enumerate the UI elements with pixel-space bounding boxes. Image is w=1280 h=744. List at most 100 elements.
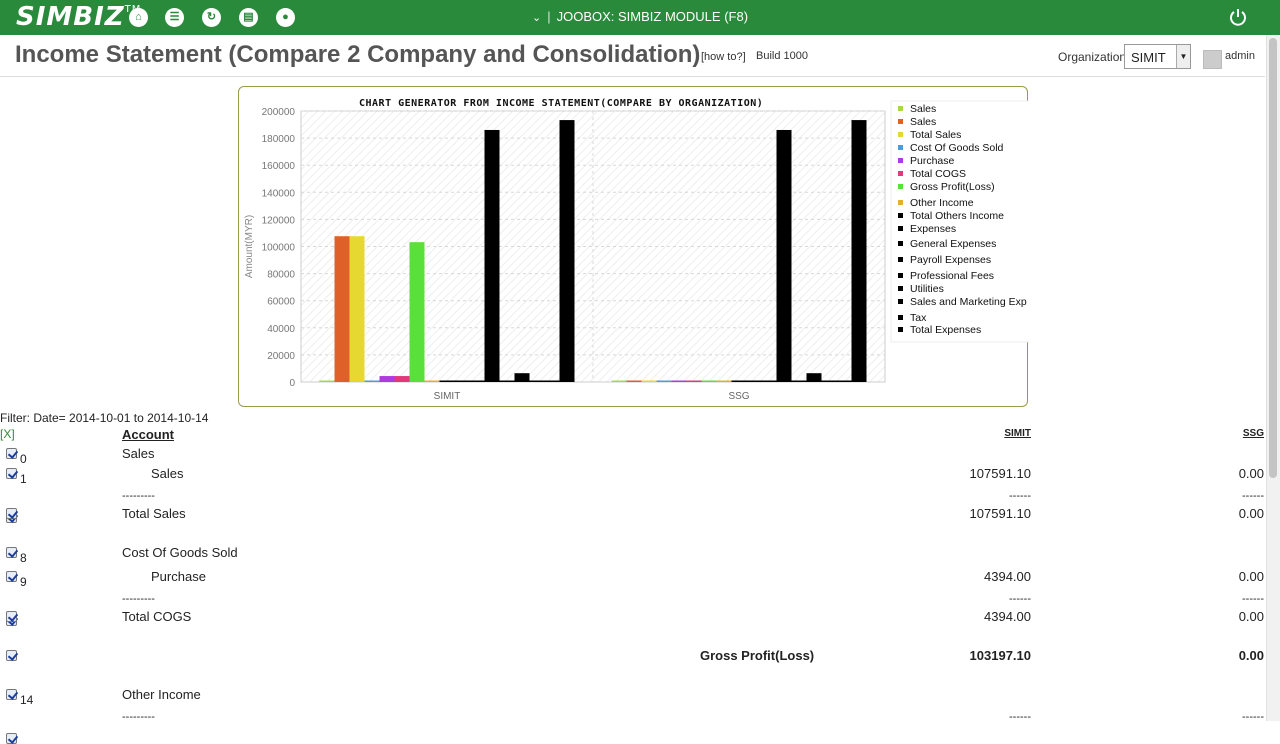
header-divider	[0, 76, 1265, 77]
bar	[349, 236, 365, 382]
power-icon[interactable]	[1228, 7, 1248, 27]
avatar[interactable]	[1203, 50, 1222, 69]
row-number: 0	[20, 452, 27, 466]
row-checkbox[interactable]	[6, 468, 17, 479]
row-value-simit: 103197.10	[969, 648, 1031, 663]
legend-entry: Cost Of Goods Sold	[910, 142, 1004, 154]
row-checkbox[interactable]	[6, 448, 17, 459]
layers-icon[interactable]: ☰	[165, 8, 184, 27]
row-account: Other Income	[122, 687, 201, 702]
bar	[529, 380, 545, 382]
legend-swatch	[898, 327, 903, 332]
row-number: 8	[20, 551, 27, 565]
row-checkbox[interactable]	[6, 689, 17, 700]
table-row: 14 Other Income	[0, 687, 1265, 707]
bar	[454, 380, 470, 382]
legend-entry: Other Income	[910, 197, 974, 209]
simit-header[interactable]: SIMIT	[1004, 428, 1031, 439]
scrollbar-thumb[interactable]	[1269, 38, 1277, 478]
row-account: Cost Of Goods Sold	[122, 545, 238, 560]
filter-text: Filter: Date= 2014-10-01 to 2014-10-14	[0, 411, 209, 425]
chart-canvas: CHART GENERATOR FROM INCOME STATEMENT(CO…	[244, 98, 1029, 402]
table-row: 1 Sales 107591.10 0.00	[0, 466, 1265, 486]
row-value-ssg: 0.00	[1238, 569, 1264, 584]
y-tick-label: 60000	[267, 297, 295, 308]
row-account: ---------	[122, 490, 155, 502]
y-tick-label: 180000	[262, 134, 296, 145]
row-value-ssg: ------	[1242, 711, 1264, 723]
row-account: Purchase	[151, 569, 206, 584]
row-account: Sales	[151, 466, 184, 481]
bar	[499, 380, 515, 382]
table-row: 8 Cost Of Goods Sold	[0, 545, 1265, 565]
module-switcher[interactable]: ⌄ | JOOBOX: SIMBIZ MODULE (F8)	[532, 9, 748, 24]
table-row: Total Sales 107591.10 0.00	[0, 506, 1265, 526]
ssg-header[interactable]: SSG	[1242, 428, 1264, 439]
bar	[716, 380, 732, 382]
row-checkbox[interactable]	[6, 650, 17, 661]
legend-swatch	[898, 106, 903, 111]
bar	[776, 129, 792, 382]
row-checkbox[interactable]	[6, 508, 17, 519]
organization-select[interactable]: SIMIT ▼	[1124, 44, 1191, 69]
income-chart: CHART GENERATOR FROM INCOME STATEMENT(CO…	[238, 86, 1029, 407]
bar	[671, 380, 687, 382]
y-tick-label: 40000	[267, 324, 295, 335]
row-value-simit: 107591.10	[969, 466, 1031, 481]
y-tick-label: 0	[289, 378, 295, 389]
x-tick-label: SIMIT	[434, 391, 461, 402]
row-checkbox[interactable]	[6, 733, 17, 744]
account-header[interactable]: Account	[122, 427, 174, 442]
legend-swatch	[898, 158, 903, 163]
row-value-simit: ------	[1009, 711, 1031, 723]
legend-swatch	[898, 184, 903, 189]
table-row: Gross Profit(Loss) 103197.10 0.00	[0, 648, 1265, 668]
chart-title: CHART GENERATOR FROM INCOME STATEMENT(CO…	[359, 98, 763, 109]
legend-entry: Tax	[910, 312, 927, 324]
page-title: Income Statement (Compare 2 Company and …	[15, 41, 701, 68]
bar	[806, 373, 822, 382]
legend-swatch	[898, 132, 903, 137]
row-account: ---------	[122, 711, 155, 723]
bar	[334, 236, 350, 382]
row-account: Sales	[122, 446, 155, 461]
table-row: Total COGS 4394.00 0.00	[0, 609, 1265, 629]
lightbulb-icon[interactable]: ●	[276, 8, 295, 27]
row-value-simit: ------	[1009, 593, 1031, 605]
legend-entry: Gross Profit(Loss)	[910, 181, 995, 193]
legend-swatch	[898, 171, 903, 176]
row-number: 9	[20, 575, 27, 589]
bar	[484, 129, 500, 382]
row-account: Gross Profit(Loss)	[700, 648, 815, 663]
bar	[544, 380, 560, 382]
toggle-all-link[interactable]: [X]	[0, 427, 15, 441]
legend-swatch	[898, 241, 903, 246]
bar	[559, 120, 575, 383]
top-bar: SIMBIZTM ⌂ ☰ ↻ ▤ ● ⌄ | JOOBOX: SIMBIZ MODU…	[0, 0, 1280, 35]
how-to-link[interactable]: [how to?]	[701, 51, 746, 63]
legend-entry: Utilities	[910, 283, 944, 295]
bar	[701, 380, 717, 382]
row-checkbox[interactable]	[6, 571, 17, 582]
table-row: 9 Purchase 4394.00 0.00	[0, 569, 1265, 589]
report-icon[interactable]: ▤	[239, 8, 258, 27]
bar	[641, 380, 657, 382]
home-icon[interactable]: ⌂	[129, 8, 148, 27]
module-separator: |	[547, 9, 551, 24]
row-checkbox[interactable]	[6, 611, 17, 622]
bar	[514, 373, 530, 382]
username[interactable]: admin	[1225, 50, 1255, 62]
y-tick-label: 20000	[267, 351, 295, 362]
row-checkbox[interactable]	[6, 547, 17, 558]
organization-value: SIMIT	[1131, 50, 1166, 65]
refresh-icon[interactable]: ↻	[202, 8, 221, 27]
row-value-ssg: 0.00	[1238, 648, 1264, 663]
y-axis-label: Amount(MYR)	[244, 215, 255, 278]
module-label: JOOBOX: SIMBIZ MODULE (F8)	[556, 9, 749, 24]
bar	[821, 380, 837, 382]
y-tick-label: 140000	[262, 188, 296, 199]
legend-swatch	[898, 200, 903, 205]
row-account: Total Sales	[122, 506, 186, 521]
chevron-down-icon: ⌄	[532, 12, 542, 24]
logo[interactable]: SIMBIZTM	[16, 2, 141, 32]
